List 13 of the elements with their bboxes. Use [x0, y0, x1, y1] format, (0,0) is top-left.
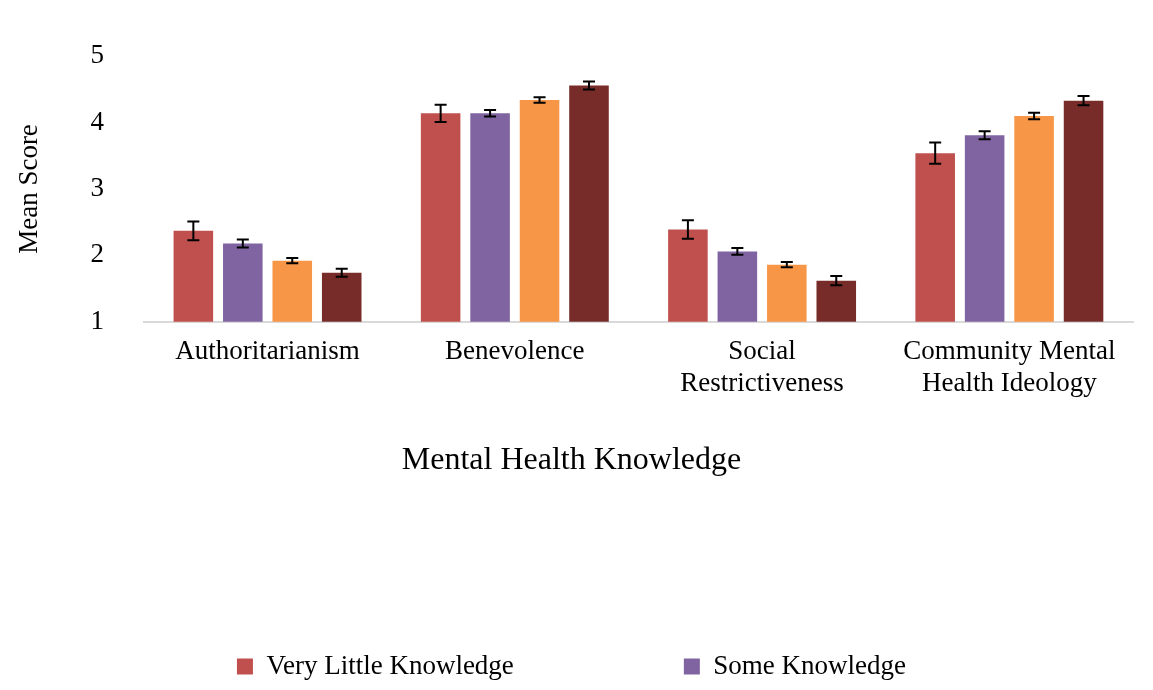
legend-title: Mental Health Knowledge — [401, 440, 742, 477]
y-tick-label: 1 — [90, 304, 104, 335]
x-tick-label: Community Mental Health Ideology — [903, 335, 1116, 398]
x-tick-label: Authoritarianism — [175, 335, 360, 366]
x-tick-label: Benevolence — [445, 335, 585, 366]
y-tick-label: 5 — [90, 39, 104, 70]
legend-label: Very Little Knowledge — [266, 649, 514, 680]
y-axis-title: Mean Score — [13, 124, 44, 254]
legend-label: Some Knowledge — [713, 649, 907, 680]
y-tick-label: 4 — [90, 105, 105, 136]
x-tick-label: Social Restrictiveness — [680, 335, 844, 398]
y-tick-label: 3 — [90, 172, 104, 203]
y-tick-label: 2 — [90, 238, 104, 269]
